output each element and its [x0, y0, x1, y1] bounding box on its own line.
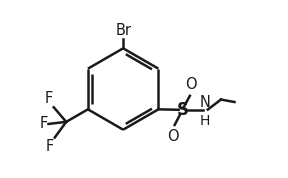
Text: F: F — [46, 138, 54, 154]
Text: S: S — [176, 101, 188, 119]
Text: F: F — [39, 116, 48, 131]
Text: N: N — [200, 95, 211, 109]
Text: O: O — [167, 129, 179, 144]
Text: Br: Br — [115, 23, 131, 38]
Text: F: F — [44, 91, 53, 106]
Text: H: H — [200, 114, 211, 128]
Text: O: O — [185, 77, 197, 92]
